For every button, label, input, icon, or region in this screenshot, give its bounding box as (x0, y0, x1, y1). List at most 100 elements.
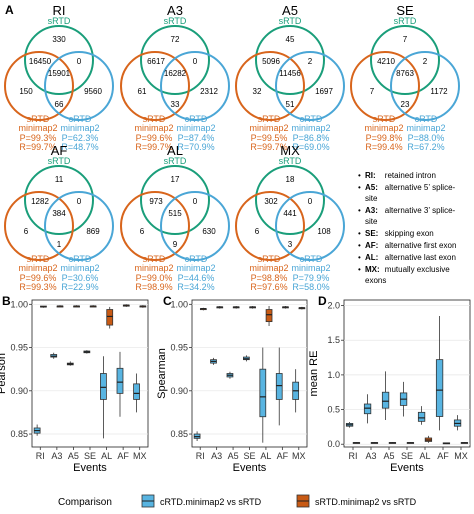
plot-area (191, 299, 308, 448)
venn-count-top-right: 0 (77, 57, 82, 66)
box-se-series-1 (249, 306, 256, 309)
box-body (363, 403, 372, 415)
venn-precision-right: P=79.9% (293, 273, 330, 283)
venn-left-set-label-line2: minimap2 (134, 263, 173, 273)
panel-label-d: D (318, 294, 327, 308)
abbreviation-list: • RI: retained intron • A5: alternative 5’ sp… (358, 171, 456, 285)
venn-count-top: 18 (286, 175, 295, 184)
box-af-series-1 (122, 304, 130, 307)
venn-recall-right: R=70.9% (177, 142, 214, 152)
venn-count-center: 11456 (279, 69, 301, 78)
venn-left-set-label-line2: minimap2 (249, 263, 288, 273)
box-a3-series-1 (56, 305, 64, 308)
box-a3-series-1 (216, 306, 224, 309)
venn-count-right: 630 (202, 227, 216, 236)
box-a5-series-0 (226, 371, 234, 379)
box-body (435, 359, 444, 417)
abbreviation-code: AF: (365, 241, 378, 250)
box-body (417, 411, 426, 422)
abbreviation-text: alternative 5’ splice- (385, 183, 456, 192)
venn-count-bottom: 9 (173, 240, 178, 249)
box-a3-series-1 (370, 442, 379, 444)
venn-circle-srtd-minimap2 (120, 51, 190, 121)
box-ri-series-0 (193, 431, 201, 441)
venn-precision-right: P=62.3% (62, 133, 99, 143)
venn-right-set-label-line2: minimap2 (291, 123, 330, 133)
box-af-series-0 (275, 347, 283, 426)
tick-label-x: AL (101, 451, 112, 461)
tick-label-x: SE (84, 451, 96, 461)
venn-circle-srtd-minimap2 (4, 51, 74, 121)
venn-right-set-label-line2: minimap2 (291, 263, 330, 273)
venn-left-set-label-line1: sRTD (143, 114, 166, 124)
box-a5-series-1 (73, 305, 80, 308)
box-al-series-1 (265, 306, 273, 326)
venn-count-top-left: 973 (149, 197, 163, 206)
tick-label-y: 0.95 (170, 343, 188, 353)
venn-right-set-label-line2: minimap2 (60, 123, 99, 133)
abbreviation-bullet: • (358, 241, 361, 250)
panel-label-b: B (2, 294, 11, 308)
tick-label-x: MX (133, 451, 147, 461)
plot-area (31, 299, 149, 448)
box-af-series-0 (116, 351, 124, 417)
tick-label-x: SE (243, 451, 255, 461)
venn-circle-srtd-minimap2 (350, 51, 420, 121)
box-a5-series-0 (381, 371, 390, 420)
venn-circle-srtd (255, 165, 325, 235)
venn-top-set-label: sRTD (48, 16, 71, 26)
venn-count-center: 15901 (48, 69, 71, 78)
box-se-series-1 (406, 442, 415, 444)
venn-recall-right: R=48.7% (61, 142, 98, 152)
box-mx-series-0 (292, 369, 300, 413)
venn-count-top-right: 0 (308, 197, 313, 206)
abbreviation-text: retained intron (385, 171, 436, 180)
tick-label-x: RI (196, 451, 205, 461)
venn-recall-right: R=58.0% (292, 282, 329, 292)
venn-precision-right: P=86.8% (293, 133, 330, 143)
venn-recall-left: R=99.7% (135, 142, 172, 152)
box-body (116, 367, 124, 394)
box-mx-series-0 (453, 415, 462, 431)
abbreviation-code: A5: (365, 183, 378, 192)
box-al-series-0 (417, 406, 426, 425)
abbreviation-text: site (365, 217, 378, 226)
box-ri-series-1 (199, 307, 207, 311)
box-ri-series-0 (345, 422, 354, 428)
venn-right-set-label-line1: cRTD (185, 114, 208, 124)
venn-count-top-left: 1282 (31, 197, 49, 206)
venn-count-top: 45 (286, 35, 295, 44)
box-body (381, 391, 390, 409)
venn-recall-left: R=99.3% (19, 282, 56, 292)
box-a5-series-0 (66, 361, 74, 366)
venn-precision-right: P=30.6% (62, 273, 99, 283)
venn-left-set-label-line1: sRTD (258, 114, 281, 124)
venn-count-right: 869 (86, 227, 100, 236)
venn-circle-srtd (24, 165, 94, 235)
venn-count-top: 11 (55, 175, 64, 184)
tick-label-x: MX (454, 451, 468, 461)
abbreviation-code: SE: (365, 229, 378, 238)
abbreviation-code: AL: (365, 253, 378, 262)
box-se-series-0 (399, 381, 408, 417)
tick-label-y: 0.90 (10, 386, 28, 396)
venn-left-set-label-line2: minimap2 (18, 263, 57, 273)
venn-circle-srtd (255, 25, 325, 95)
tick-label-y: 1.0 (327, 370, 340, 380)
venn-circle-crtd-minimap2 (160, 191, 230, 261)
tick-label-y: 2.0 (327, 301, 340, 311)
venn-count-bottom: 1 (57, 240, 62, 249)
tick-label-y: 0.95 (10, 343, 28, 353)
venn-top-set-label: sRTD (164, 156, 187, 166)
tick-label-y: 0.85 (10, 429, 28, 439)
plot-area (343, 299, 471, 448)
tick-label-x: RI (36, 451, 45, 461)
venn-recall-right: R=67.2% (407, 142, 444, 152)
venn-title: SE (396, 3, 414, 18)
box-al-series-0 (100, 356, 107, 439)
venn-precision-left: P=99.3% (20, 133, 57, 143)
